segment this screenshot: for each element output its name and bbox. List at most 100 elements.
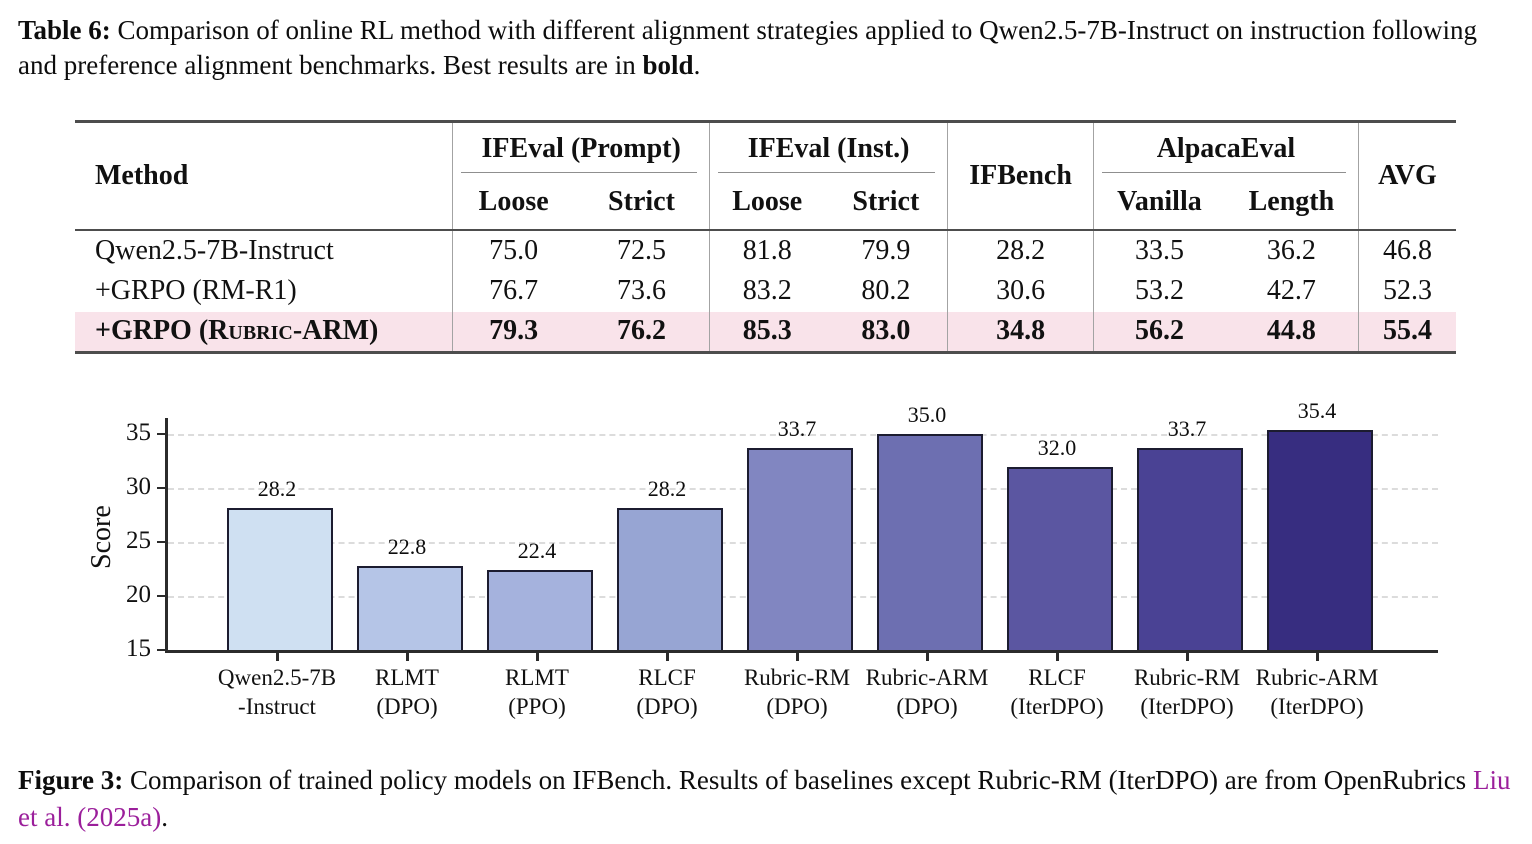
value-cell: 36.2 [1266,234,1316,266]
x-tick-label-line: RLMT [505,665,569,690]
value-cell: 42.7 [1266,275,1316,306]
x-tick-label: RLMT (DPO) [321,663,493,721]
bar [877,434,983,650]
bar [747,448,853,650]
gridline [168,434,1438,437]
x-tick-label-line: Rubric-RM [1133,665,1241,690]
x-tick-mark [536,653,539,661]
col-subheader-loose-inst: Loose [709,175,825,230]
value-cell: 73.6 [616,275,666,306]
bar [617,507,723,650]
x-tick-label: Rubric-RM (DPO) [711,663,883,721]
figure-caption-number: Figure 3: [18,765,124,795]
value-cell: 79.3 [452,311,574,353]
x-tick-mark [666,653,669,661]
bar-value-label: 32.0 [1037,434,1077,460]
x-tick-label-line: (PPO) [508,694,566,719]
x-tick-label-line: (IterDPO) [1140,694,1234,719]
x-tick-label: RLCF (IterDPO) [971,663,1143,721]
bar [227,507,333,650]
value-cell: 53.2 [1092,270,1225,312]
col-subheader-vanilla: Vanilla [1092,175,1225,230]
x-tick-mark [1186,653,1189,661]
y-tick-mark [157,649,166,651]
x-tick-label-line: (IterDPO) [1270,694,1364,719]
y-tick-label: 20 [126,581,151,609]
figure-caption: Figure 3: Comparison of trained policy m… [18,762,1520,836]
x-tick-label-line: RLMT [375,665,439,690]
value-cell: 72.5 [616,234,666,266]
value-cell: 55.4 [1357,311,1456,353]
table-caption-number: Table 6: [18,15,111,45]
bar-value-label: 28.2 [257,475,297,501]
x-tick-label-line: (DPO) [376,694,438,719]
col-header-ifbench: IFBench [947,121,1094,230]
x-tick-mark [1316,653,1319,661]
value-cell: 30.6 [947,270,1094,312]
figure-caption-text: Comparison of trained policy models on I… [123,765,1473,795]
x-tick-label: Rubric-RM (IterDPO) [1101,663,1273,721]
col-subheader-loose-prompt: Loose [452,175,574,230]
value-cell: 33.5 [1092,229,1225,271]
value-cell: 56.2 [1092,311,1225,353]
method-cell: +GRPO (Rubric-ARM) [75,311,453,353]
value-cell: 46.8 [1357,229,1456,271]
y-tick-mark [157,433,166,436]
x-tick-label-line: (IterDPO) [1010,694,1104,719]
bar-value-label: 33.7 [1167,416,1207,442]
bar-value-label: 35.0 [907,402,947,428]
x-tick-label-line: Rubric-ARM [1255,665,1379,690]
y-tick-mark [157,487,166,490]
value-cell: 76.7 [452,270,574,312]
value-cell: 52.3 [1357,270,1456,312]
value-cell: 79.9 [861,234,911,266]
bar [1137,448,1243,650]
table-row: +GRPO (RM-R1) 76.7 73.6 83.2 80.2 30.6 53.2 42.… [75,270,1456,312]
figure-3-chart: Score 15 20 25 30 35 28.2 Qwen2.5-7B -Instruct 2… [86,397,1440,745]
value-cell: 44.8 [1224,311,1359,353]
citation-link-authors[interactable]: Liu et al. [18,765,1511,832]
bar [357,565,463,650]
table-caption: Table 6: Comparison of online RL method … [18,13,1520,83]
table-caption-period: . [693,50,701,80]
results-table: Method IFEval (Prompt) IFEval (Inst.) IF… [75,120,1456,354]
bar-value-label: 35.4 [1297,397,1337,423]
x-tick-mark [276,653,279,661]
value-cell: 80.2 [861,275,911,306]
col-group-ifeval-prompt: IFEval (Prompt) [452,121,710,176]
method-cell: Qwen2.5-7B-Instruct [95,234,334,266]
x-tick-mark [1056,653,1059,661]
y-tick-mark [157,595,166,598]
y-tick-mark [157,541,166,544]
table-caption-bold-word: bold [642,50,694,80]
x-tick-mark [926,653,929,661]
col-subheader-strict-prompt: Strict [608,186,675,217]
x-tick-label-line: -Instruct [238,694,316,719]
bar-value-label: 22.8 [387,533,427,559]
bar-value-label: 28.2 [647,475,687,501]
value-cell: 85.3 [709,311,825,353]
col-group-alpacaeval: AlpacaEval [1093,121,1359,176]
results-table-wrap: Method IFEval (Prompt) IFEval (Inst.) IF… [75,120,1456,354]
x-tick-label: RLCF (DPO) [581,663,753,721]
citation-link-year[interactable]: (2025a) [70,802,162,832]
y-tick-label: 35 [126,419,151,447]
y-tick-label: 15 [126,635,151,662]
x-tick-label: RLMT (PPO) [451,663,623,721]
method-cell: +GRPO (RM-R1) [95,275,297,306]
x-tick-label-line: Rubric-ARM [865,665,989,690]
x-tick-label: Rubric-ARM (IterDPO) [1231,663,1403,721]
bar-value-label: 22.4 [517,538,557,564]
value-cell: 81.8 [709,229,825,271]
x-tick-label-line: (DPO) [766,694,828,719]
x-tick-label-line: RLCF [1028,665,1086,690]
value-cell: 76.2 [573,311,710,353]
figure-caption-period: . [161,802,168,832]
table-row: +GRPO (Rubric-ARM) 79.3 76.2 85.3 83.0 34.8 56… [75,311,1456,353]
x-tick-label: Qwen2.5-7B -Instruct [191,663,363,721]
x-tick-label-line: (DPO) [896,694,958,719]
bar-value-label: 33.7 [777,416,817,442]
value-cell: 83.2 [709,270,825,312]
x-tick-mark [796,653,799,661]
